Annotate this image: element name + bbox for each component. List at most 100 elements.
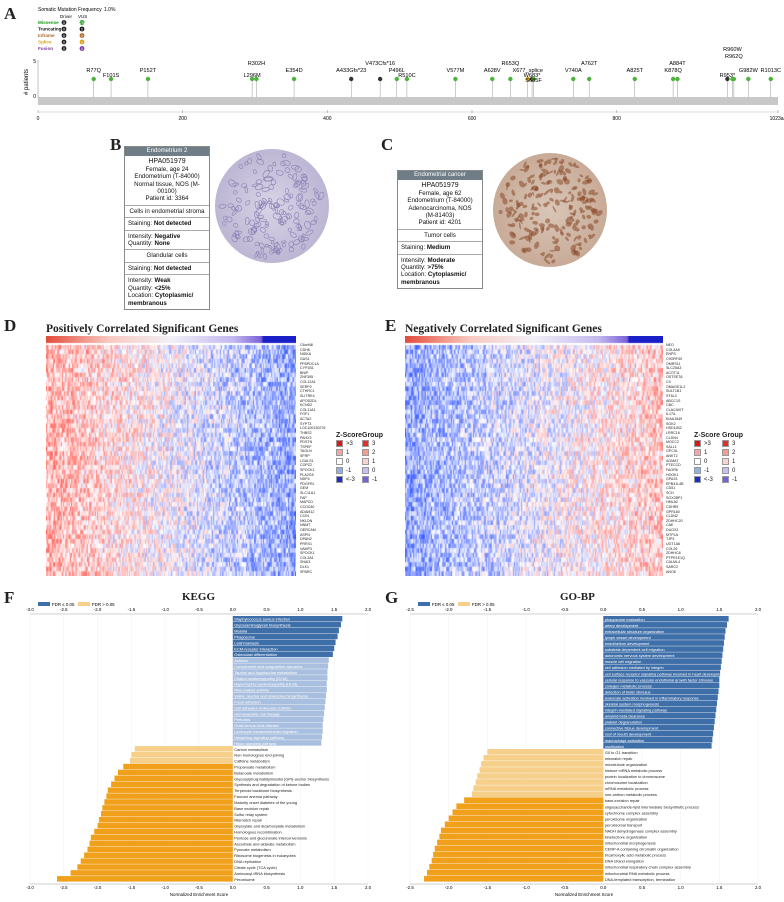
bottom-tick-label: 0.5: [264, 885, 271, 890]
enrichment-bar: [232, 657, 329, 663]
mutation-label: L296M: [244, 73, 261, 79]
gene-label: CTHRC1: [300, 389, 315, 394]
bottom-tick-label: -0.5: [561, 885, 569, 890]
enrichment-bar: [603, 640, 724, 646]
gene-label: CBC: [666, 403, 674, 408]
enrichment-bar: [232, 704, 325, 711]
legend-d-z1: 1: [346, 449, 350, 456]
heatmap-d: [46, 336, 296, 576]
term-label: Maturity onset diabetes of the young: [234, 800, 297, 805]
mutation-label: R960W: [723, 47, 742, 53]
gene-label: COL3A1: [300, 555, 314, 560]
term-label: mRNA metabolic process: [605, 786, 649, 791]
term-label: mitochondrial respiratory chain complex …: [605, 865, 691, 870]
card-b-sec1-title: Cells in endometrial stroma: [129, 207, 205, 215]
gene-label: DPAN2: [300, 537, 312, 542]
legend-e-z3: -1: [704, 467, 710, 474]
legend-vus-count: 0: [81, 47, 83, 51]
enrichment-bar: [427, 869, 604, 876]
term-label: mitochondrial RNA metabolic process: [605, 871, 670, 876]
enrichment-bar: [487, 749, 604, 755]
x-tick-label: 200: [179, 116, 188, 122]
panel-label-d: D: [4, 316, 17, 335]
gene-label: SFRP: [300, 454, 310, 458]
enrichment-bar: [439, 833, 604, 840]
enrichment-bar: [437, 839, 604, 846]
bottom-tick-label: -2.5: [60, 885, 68, 890]
term-label: Peroxisome: [234, 877, 255, 882]
gene-label: TAGLN: [300, 449, 312, 454]
gene-label: BNIP: [300, 370, 309, 375]
card-b-id: HPA051979: [148, 158, 186, 166]
enrichment-bar: [431, 857, 604, 864]
x-tick-label: 800: [613, 116, 622, 122]
enrichment-bar: [114, 775, 233, 782]
enrichment-bar: [423, 875, 604, 882]
tissue-card-cancer: Endometrial cancer HPA051979 Female, age…: [397, 170, 483, 290]
gene-label: NIDKA: [300, 352, 311, 357]
enrichment-bar: [603, 676, 720, 683]
top-tick-label: 1.0: [678, 607, 685, 612]
legend-row-fusion: Fusion: [38, 46, 53, 51]
legend-d-g4: -1: [372, 476, 378, 483]
top-tick-label: -1.5: [484, 607, 492, 612]
card-b-location-label: Location:: [128, 292, 154, 300]
x-tick-label: 600: [468, 116, 477, 122]
lollipop-head: [291, 76, 297, 82]
gene-label: ZDHHC20: [666, 518, 683, 523]
card-c-intensity: Moderate: [427, 256, 456, 264]
card-b-intensity2: Weak: [154, 277, 171, 285]
term-label: Butanoate metabolism: [234, 770, 273, 775]
bottom-tick-label: -2.5: [406, 885, 414, 890]
enrichment-bar: [448, 815, 604, 822]
mutation-label: A884T: [669, 61, 686, 67]
gene-label: CCIN: [300, 514, 309, 519]
term-label: Mismatch repair: [234, 818, 262, 823]
term-label: connective tissue development: [605, 726, 659, 731]
heatmap-d-group-legend: Group 3 2 1 0 -1: [362, 432, 383, 484]
gene-label: SPOCK1: [300, 467, 315, 472]
card-c-tissue: Endometrium (T-84000): [407, 197, 473, 205]
term-label: platelet degranulation: [605, 720, 642, 725]
term-label: cell surface receptor signaling pathway …: [605, 671, 726, 676]
tissue-card-normal: Endometrium 2 HPA051979 Female, age 24 E…: [124, 146, 210, 310]
term-label: DNA strand elongation: [605, 859, 644, 864]
enrichment-bar: [131, 751, 233, 758]
legend-e-g2: 1: [732, 458, 736, 465]
panel-label-a: A: [4, 4, 17, 23]
term-label: CENP-A containing chromatin organization: [605, 847, 679, 852]
card-b-staining-label: Staining:: [128, 220, 153, 228]
term-label: mitochondrial morphogenesis: [605, 841, 656, 846]
gene-label: KIAA1549: [666, 417, 683, 421]
enrichment-bar: [603, 616, 729, 622]
enrichment-bar: [123, 763, 233, 770]
gene-label: ZDHHC8: [666, 551, 681, 556]
enrichment-bar: [134, 746, 233, 752]
tissue-core-normal: [215, 149, 329, 263]
enrichment-bar: [89, 840, 233, 847]
gene-label: NDP4: [300, 477, 310, 482]
legend-vus-dot: [79, 33, 85, 38]
enrichment-bar: [84, 852, 233, 858]
legend-driver-dot: [61, 26, 67, 32]
card-c-staining: Medium: [426, 244, 451, 252]
legend-sig-label: FDR ≤ 0.05: [52, 602, 75, 607]
gene-label: VAMP3: [300, 546, 312, 551]
gene-label: SYPT3: [300, 421, 312, 426]
gene-label: CDHR5: [666, 504, 679, 509]
enrichment-bar: [232, 675, 328, 681]
term-label: one-carbon metabolic process: [605, 792, 657, 797]
enrichment-bar: [111, 781, 233, 788]
legend-d-z-title: Z-Score: [336, 432, 363, 439]
term-label: muscle cell migration: [605, 659, 641, 664]
term-label: lymph vessel development: [605, 635, 652, 640]
enrichment-bar: [477, 773, 604, 779]
enrichment-bar: [232, 681, 327, 687]
gene-label: SERP2: [300, 384, 312, 389]
enrichment-bar: [70, 870, 233, 876]
heatmap-d-zscore-legend: Z-Score >3 1 0 -1 <-3: [336, 432, 362, 484]
lollipop-head: [768, 76, 773, 82]
gene-label: SLC25A3: [666, 366, 682, 371]
term-label: cell adhesion mediated by integrin: [605, 665, 664, 670]
enrichment-bar: [603, 742, 712, 749]
